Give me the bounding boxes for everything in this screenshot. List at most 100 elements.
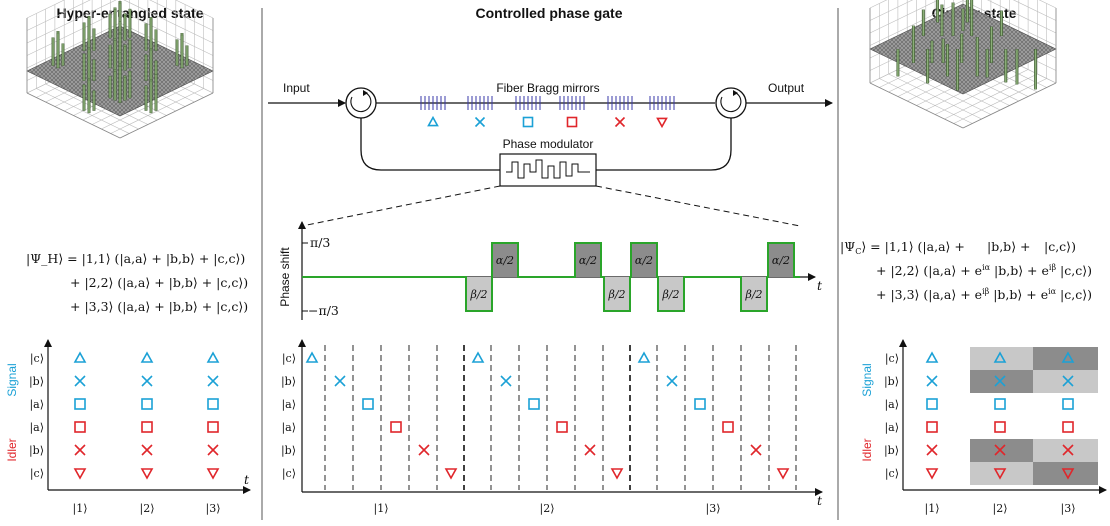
row-label: |a⟩ — [29, 398, 44, 412]
cross-icon — [207, 444, 219, 456]
phase-cell — [970, 462, 1033, 485]
triangle-up-icon — [140, 351, 154, 363]
phase-cell — [970, 347, 1033, 370]
cross-icon — [614, 116, 626, 128]
square-icon — [694, 398, 706, 410]
cluster-line-1: |ΨC⟩ = |1,1⟩ (|a,a⟩ + |b,b⟩ + |c,c⟩) — [840, 239, 1076, 256]
t-axis-label: t — [244, 472, 250, 487]
equation-line-1: |Ψ_H⟩ = |1,1⟩ (|a,a⟩ + |b,b⟩ + |c,c⟩) — [26, 251, 245, 266]
row-label: |a⟩ — [281, 421, 296, 435]
triangle-down-icon — [206, 468, 220, 480]
triangle-down-icon — [73, 468, 87, 480]
phase-ylabel: Phase shift — [278, 247, 292, 307]
phase-pulse — [768, 243, 794, 277]
row-label: |a⟩ — [29, 421, 44, 435]
triangle-up-icon — [206, 351, 220, 363]
square-icon — [1062, 421, 1074, 433]
input-label: Input — [283, 81, 310, 95]
time-bin-label: |2⟩ — [540, 502, 555, 516]
phase-cell — [1033, 439, 1098, 462]
row-label: |a⟩ — [884, 421, 899, 435]
cross-icon — [500, 375, 512, 387]
time-bin-label: |1⟩ — [73, 502, 88, 516]
square-icon — [362, 398, 374, 410]
triangle-up-icon — [1061, 351, 1075, 363]
row-label: |a⟩ — [281, 398, 296, 412]
triangle-up-icon — [471, 351, 485, 363]
row-label: |c⟩ — [30, 467, 44, 481]
square-icon — [207, 398, 219, 410]
bragg-mirror — [467, 96, 493, 128]
phase-trace — [302, 242, 800, 312]
triangle-up-icon — [73, 351, 87, 363]
phase-pulse — [741, 277, 767, 311]
time-bin-label: |1⟩ — [925, 502, 940, 516]
triangle-up-icon — [925, 351, 939, 363]
cross-icon — [141, 444, 153, 456]
cross-icon — [141, 375, 153, 387]
cross-icon — [74, 375, 86, 387]
cross-icon — [74, 444, 86, 456]
phase-pulse — [631, 243, 657, 277]
row-label: |c⟩ — [30, 352, 44, 366]
triangle-down-icon — [140, 468, 154, 480]
mode-grid-hyper: |c⟩ |b⟩ |a⟩ |a⟩ |b⟩ |c⟩ Signal Idler |1⟩ |2⟩ |3⟩ t — [5, 339, 251, 516]
row-label: |b⟩ — [281, 444, 296, 458]
square-icon — [1062, 398, 1074, 410]
phase-pulse — [604, 277, 630, 311]
pulse-label: α/2 — [579, 254, 597, 267]
equation-cluster: |ΨC⟩ = |1,1⟩ (|a,a⟩ + |b,b⟩ + |c,c⟩) + |2,… — [840, 239, 1092, 302]
pulse-label: α/2 — [496, 254, 514, 267]
pulse-label: α/2 — [772, 254, 790, 267]
loop-left — [360, 118, 500, 171]
modulator-label: Phase modulator — [503, 137, 594, 151]
row-label: |b⟩ — [884, 444, 899, 458]
square-icon — [926, 421, 938, 433]
time-bin-label: |1⟩ — [374, 502, 389, 516]
row-label: |c⟩ — [885, 352, 899, 366]
output-label: Output — [768, 81, 805, 95]
phase-shift-plot: π/3 −π/3 t Phase shift β/2 α/2 α/2 β/2 α/2 β/… — [278, 221, 823, 320]
cluster-line-2: + |2,2⟩ (|a,a⟩ + eiα |b,b⟩ + eiβ |c,c⟩) — [876, 263, 1092, 278]
bragg-mirror — [649, 96, 675, 129]
cross-icon — [1062, 444, 1074, 456]
cross-icon — [334, 375, 346, 387]
cross-icon — [750, 444, 762, 456]
modulator-waveform-icon — [506, 159, 590, 179]
square-icon — [390, 421, 402, 433]
row-label: |b⟩ — [281, 375, 296, 389]
t-axis-label: t — [817, 493, 823, 508]
square-icon — [522, 116, 534, 128]
square-icon — [556, 421, 568, 433]
phase-pulse — [658, 277, 684, 311]
equation-line-3: + |3,3⟩ (|a,a⟩ + |b,b⟩ + |c,c⟩) — [70, 299, 248, 314]
row-label: |c⟩ — [282, 467, 296, 481]
phase-pulse — [492, 243, 518, 277]
bragg-mirror — [559, 96, 585, 128]
row-label: |a⟩ — [884, 398, 899, 412]
time-bin-label: |3⟩ — [1061, 502, 1076, 516]
cross-icon — [1062, 375, 1074, 387]
square-icon — [528, 398, 540, 410]
setup-schematic: Input Output Fiber Bragg mirrors Phase m… — [268, 81, 833, 227]
square-icon — [566, 116, 578, 128]
square-icon — [74, 398, 86, 410]
square-icon — [994, 421, 1006, 433]
square-icon — [141, 398, 153, 410]
row-label: |c⟩ — [282, 352, 296, 366]
triangle-up-icon — [427, 115, 439, 127]
row-label: |b⟩ — [29, 444, 44, 458]
cross-icon — [926, 375, 938, 387]
density-plot-cluster — [869, 0, 1057, 129]
triangle-down-icon — [1061, 468, 1075, 480]
bragg-mirror — [420, 96, 446, 127]
row-label: |b⟩ — [884, 375, 899, 389]
circulator-arrow-icon — [350, 92, 372, 113]
equation-hyper: |Ψ_H⟩ = |1,1⟩ (|a,a⟩ + |b,b⟩ + |c,c⟩) + … — [26, 251, 248, 314]
square-icon — [141, 421, 153, 433]
pulse-label: β/2 — [744, 288, 762, 301]
idler-label: Idler — [860, 438, 874, 461]
triangle-down-icon — [925, 468, 939, 480]
pulse-label: α/2 — [635, 254, 653, 267]
zoom-line-right — [595, 185, 801, 227]
